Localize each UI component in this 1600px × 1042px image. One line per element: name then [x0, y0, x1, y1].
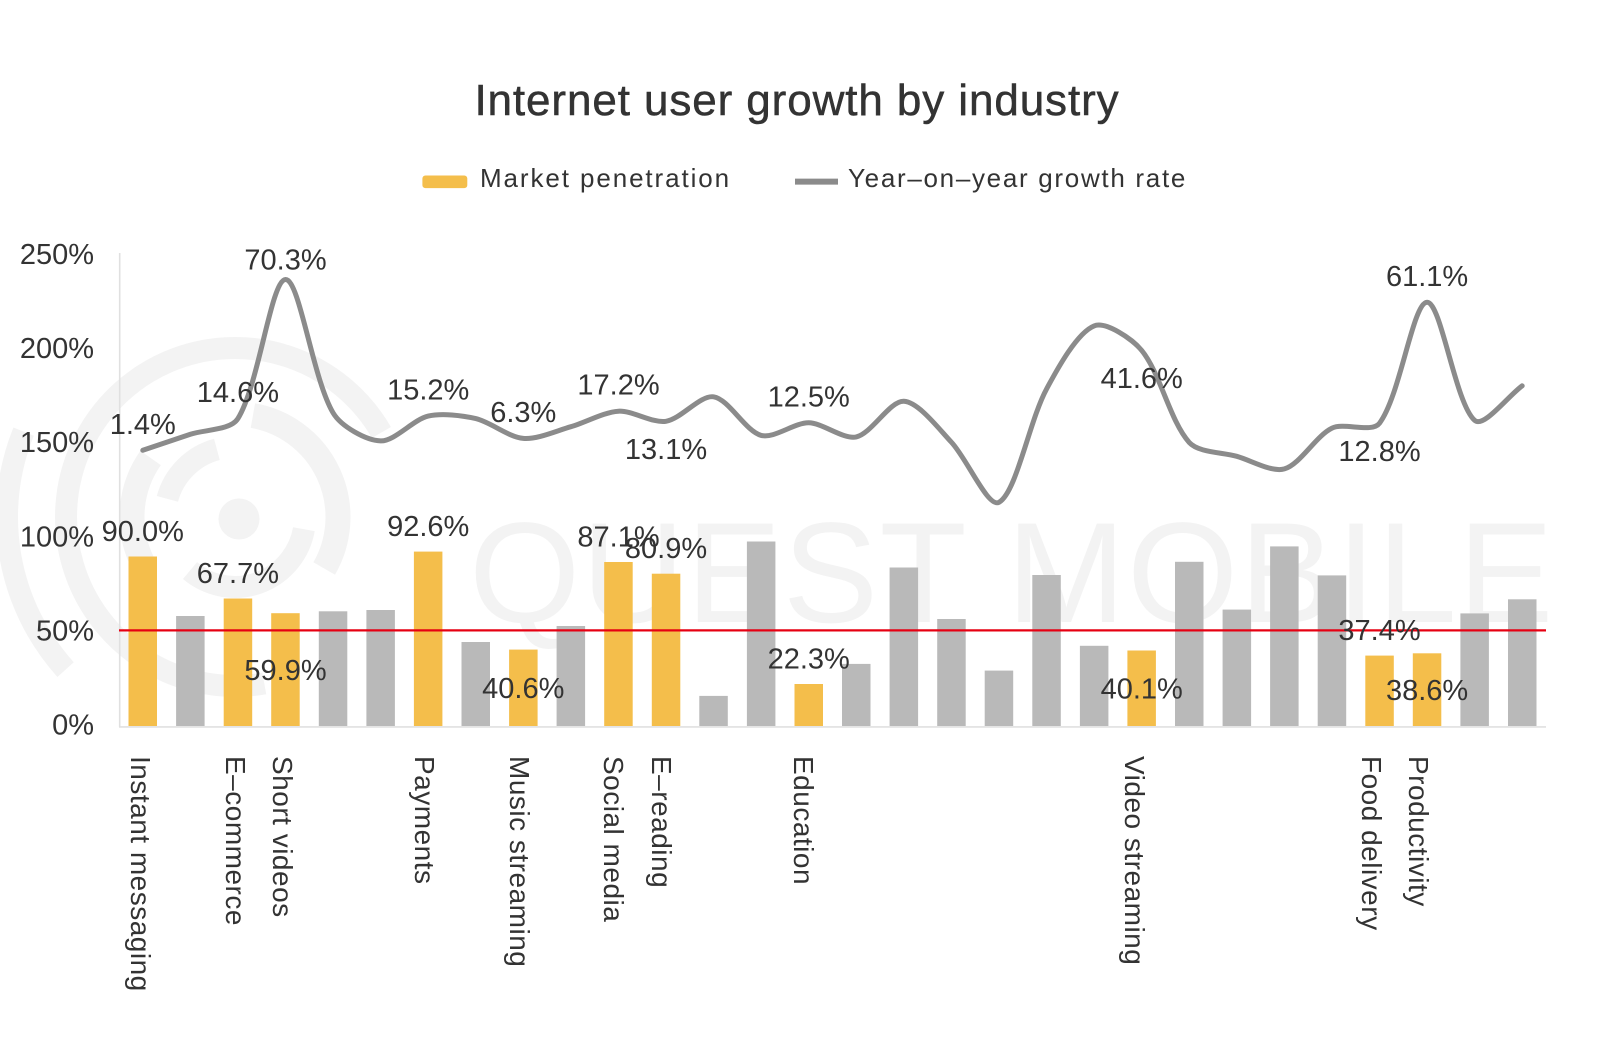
svg-text:12.5%: 12.5%	[768, 381, 850, 413]
svg-text:QUEST MOBILE: QUEST MOBILE	[469, 494, 1555, 653]
svg-text:80.9%: 80.9%	[625, 533, 707, 565]
svg-text:100%: 100%	[20, 521, 94, 553]
svg-text:15.2%: 15.2%	[387, 375, 469, 407]
svg-text:38.6%: 38.6%	[1386, 675, 1468, 707]
svg-text:90.0%: 90.0%	[102, 516, 184, 548]
svg-text:12.8%: 12.8%	[1338, 436, 1420, 468]
svg-text:61.1%: 61.1%	[1386, 261, 1468, 293]
svg-text:37.4%: 37.4%	[1338, 615, 1420, 647]
svg-text:50%: 50%	[36, 616, 94, 648]
svg-text:40.6%: 40.6%	[482, 673, 564, 705]
svg-text:41.6%: 41.6%	[1101, 363, 1183, 395]
svg-text:1.4%: 1.4%	[110, 409, 176, 441]
svg-text:59.9%: 59.9%	[244, 655, 326, 687]
svg-text:22.3%: 22.3%	[768, 644, 850, 676]
svg-text:92.6%: 92.6%	[387, 511, 469, 543]
svg-text:6.3%: 6.3%	[490, 397, 556, 429]
svg-text:150%: 150%	[20, 427, 94, 459]
svg-text:200%: 200%	[20, 333, 94, 365]
svg-text:40.1%: 40.1%	[1101, 674, 1183, 706]
svg-text:14.6%: 14.6%	[197, 377, 279, 409]
svg-text:0%: 0%	[52, 710, 94, 742]
svg-text:13.1%: 13.1%	[625, 434, 707, 466]
svg-text:250%: 250%	[20, 239, 94, 271]
svg-text:17.2%: 17.2%	[577, 370, 659, 402]
svg-text:70.3%: 70.3%	[244, 245, 326, 277]
svg-text:87.1%: 87.1%	[577, 522, 659, 554]
svg-text:67.7%: 67.7%	[197, 558, 279, 590]
